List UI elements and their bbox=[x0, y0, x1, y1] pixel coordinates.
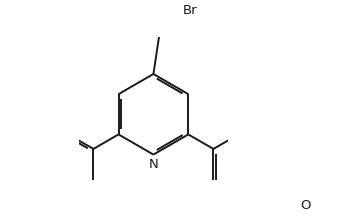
Text: N: N bbox=[149, 158, 158, 171]
Text: Br: Br bbox=[183, 4, 197, 17]
Text: O: O bbox=[300, 199, 311, 212]
